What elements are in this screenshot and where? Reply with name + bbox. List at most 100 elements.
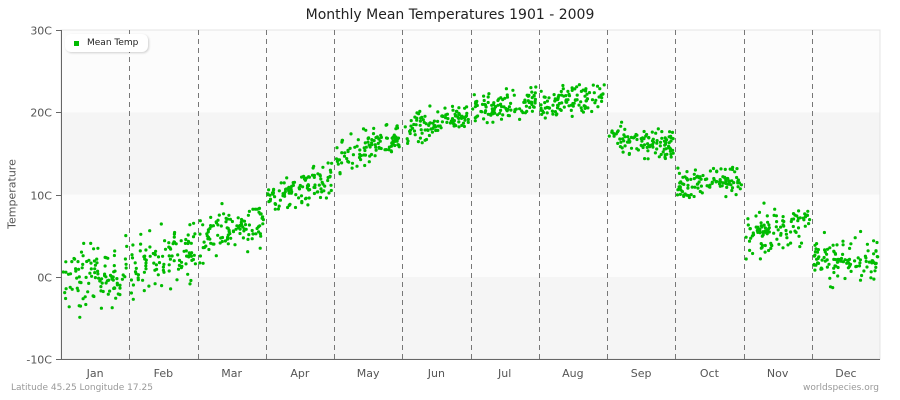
data-point (319, 177, 323, 181)
data-point (832, 257, 836, 261)
data-point (272, 187, 276, 191)
data-point (261, 218, 265, 222)
data-point (141, 278, 145, 282)
data-point (114, 296, 118, 300)
data-point (299, 194, 304, 198)
data-point (859, 229, 863, 234)
data-point (692, 194, 696, 199)
data-point (779, 231, 783, 236)
data-point (77, 275, 81, 279)
data-point (643, 157, 647, 161)
series-mean-temp (61, 83, 880, 319)
data-point (157, 261, 162, 265)
data-point (290, 184, 294, 188)
data-point (746, 217, 750, 221)
data-point (621, 150, 625, 154)
data-point (246, 250, 250, 254)
data-point (585, 97, 590, 101)
data-point (763, 250, 767, 254)
data-point (124, 262, 128, 266)
data-point (276, 207, 280, 211)
data-point (421, 118, 425, 122)
data-point (230, 219, 234, 224)
data-point (669, 139, 673, 143)
data-point (201, 223, 205, 227)
data-point (267, 188, 271, 192)
data-point (864, 259, 868, 263)
data-point (84, 302, 88, 307)
data-point (769, 246, 773, 250)
data-point (487, 92, 491, 96)
grid-band (61, 30, 880, 113)
data-point (412, 122, 416, 127)
data-point (113, 249, 117, 253)
data-point (133, 261, 137, 265)
data-point (148, 254, 152, 258)
data-point (153, 282, 157, 286)
data-point (727, 179, 731, 183)
data-point (817, 255, 821, 259)
data-point (650, 130, 654, 134)
data-point (658, 140, 663, 144)
data-point (75, 286, 79, 290)
grid-band (61, 276, 880, 359)
data-point (355, 164, 359, 168)
data-point (499, 96, 503, 100)
data-point (502, 105, 506, 109)
location-caption: Latitude 45.25 Longitude 17.25 (11, 383, 153, 393)
data-point (526, 94, 530, 98)
data-point (451, 121, 455, 125)
data-point (755, 228, 759, 233)
data-point (841, 243, 845, 247)
data-point (106, 292, 110, 296)
data-point (669, 155, 673, 159)
data-point (610, 130, 614, 134)
data-point (192, 253, 196, 257)
data-point (590, 109, 594, 114)
data-point (163, 239, 167, 243)
data-point (556, 96, 560, 101)
data-point (374, 145, 378, 149)
data-point (279, 181, 283, 185)
data-point (112, 253, 116, 258)
data-point (769, 241, 773, 245)
data-point (816, 261, 821, 265)
data-point (647, 135, 651, 140)
data-point (523, 100, 527, 104)
data-point (509, 101, 513, 105)
data-point (292, 180, 297, 184)
data-point (338, 171, 342, 175)
data-point (668, 149, 673, 153)
data-point (865, 242, 870, 246)
data-point (370, 143, 374, 147)
data-point (97, 276, 101, 280)
data-point (623, 144, 627, 148)
data-point (482, 98, 486, 103)
data-point (867, 260, 871, 264)
data-point (627, 152, 631, 156)
data-point (456, 115, 460, 119)
data-point (807, 222, 811, 226)
data-point (530, 100, 534, 104)
data-point (78, 315, 82, 319)
data-point (139, 232, 143, 236)
data-point (533, 91, 537, 95)
data-point (505, 108, 509, 112)
data-point (64, 260, 68, 264)
data-point (471, 107, 475, 111)
data-point (656, 127, 660, 131)
data-point (129, 291, 133, 295)
data-point (575, 85, 579, 89)
data-point (739, 183, 744, 187)
data-point (336, 162, 340, 166)
data-point (856, 256, 860, 260)
data-point (683, 175, 687, 179)
data-point (828, 276, 832, 280)
data-point (144, 258, 148, 262)
data-point (619, 124, 623, 128)
x-tick-label: Mar (221, 367, 242, 380)
data-point (815, 250, 820, 254)
data-point (118, 286, 122, 290)
data-point (484, 109, 488, 113)
data-point (543, 116, 547, 120)
